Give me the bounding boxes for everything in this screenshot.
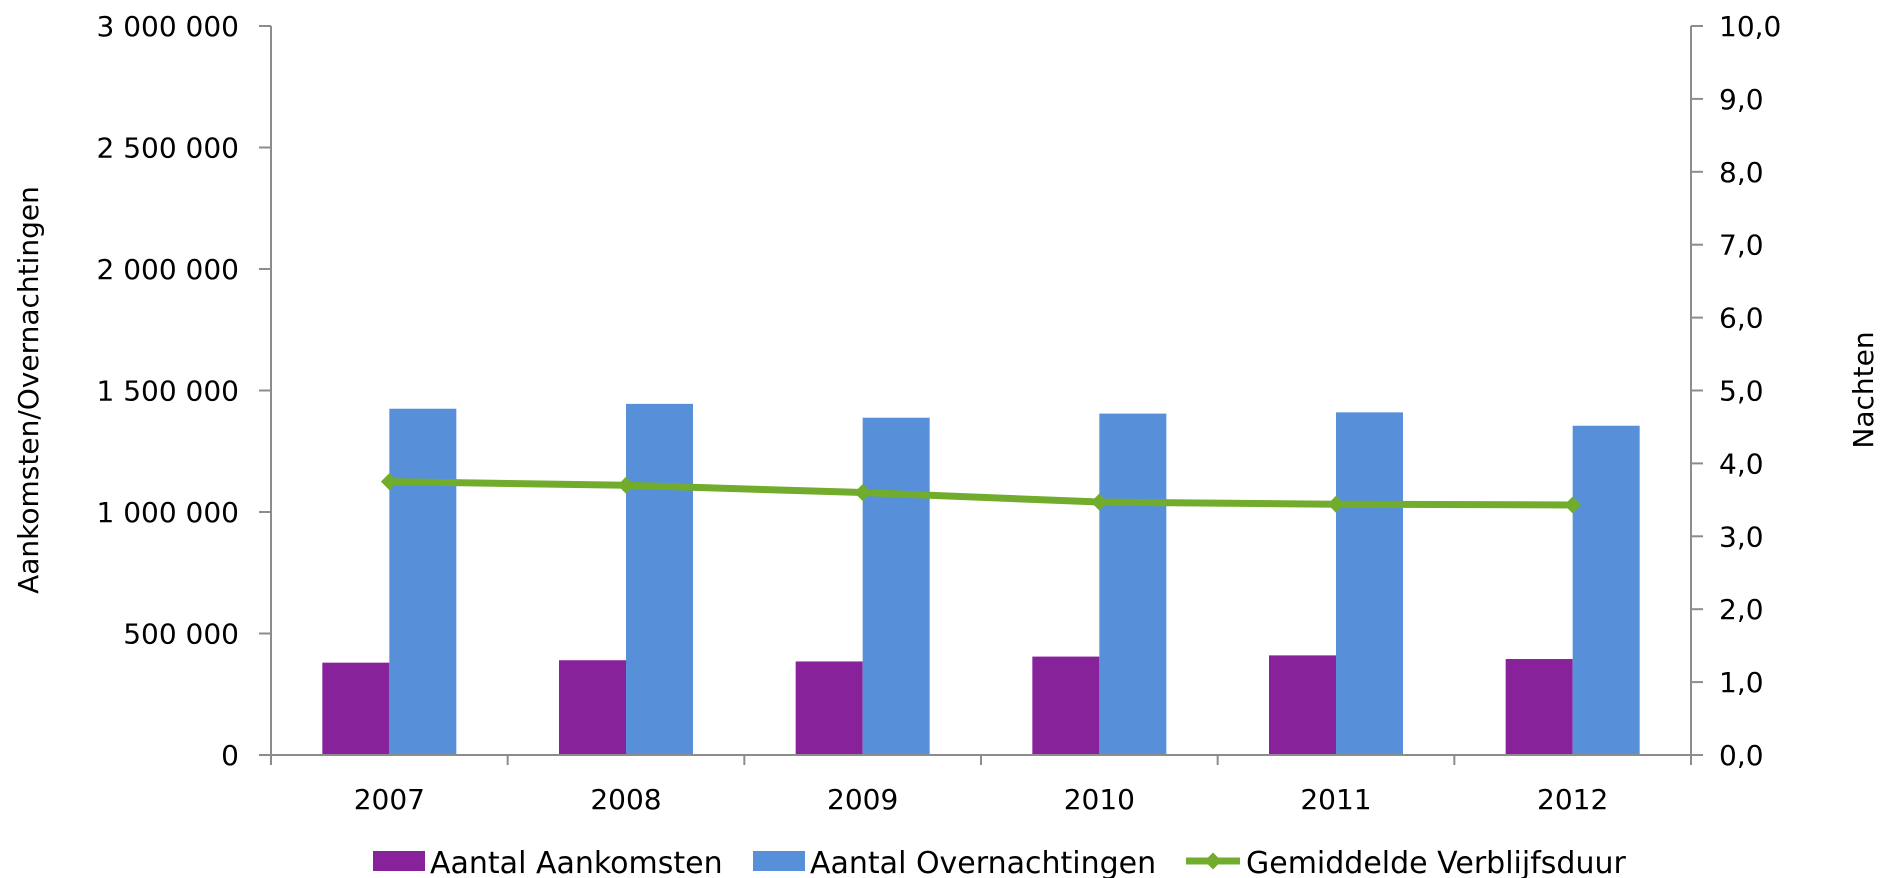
x-ticks-layer: 2007 2008 2009 2010 2011 2012 (270, 755, 1692, 816)
bar-aantal-aankomsten-2009 (795, 661, 863, 755)
legend-label-verblijfsduur: Gemiddelde Verblijfsduur (1246, 846, 1626, 878)
legend-swatch-aankomsten (373, 851, 425, 871)
right-tick-label: 10,0 (1719, 10, 1781, 43)
right-ticks-layer: 0,0 1,0 2,0 3,0 4,0 5,0 6,0 7,0 8,0 9,0 10,0 (1691, 10, 1781, 772)
bar-aantal-aankomsten-2007 (322, 662, 390, 755)
right-tick-label: 6,0 (1719, 302, 1764, 335)
x-tick-label-2007: 2007 (354, 783, 425, 816)
bars-layer (322, 403, 1640, 755)
left-tick-label: 2 000 000 (96, 253, 239, 286)
point-verblijfsduur-2008 (617, 476, 635, 494)
right-tick-label: 2,0 (1719, 593, 1764, 626)
axes-layer (270, 26, 1692, 756)
left-ticks-layer: 0 500 000 1 000 000 1 500 000 2 000 000 2 500… (96, 10, 271, 772)
x-tick-label-2008: 2008 (590, 783, 661, 816)
legend-marker-verblijfsduur (1204, 852, 1222, 870)
bar-aantal-overnachtingen-2011 (1336, 412, 1403, 755)
bar-aantal-overnachtingen-2009 (862, 417, 930, 755)
legend-label-aankomsten: Aantal Aankomsten (430, 846, 723, 878)
x-tick-label-2012: 2012 (1537, 783, 1608, 816)
right-tick-label: 9,0 (1719, 83, 1764, 116)
right-axis-title: Nachten (1847, 331, 1880, 448)
left-tick-label: 1 500 000 (96, 375, 239, 408)
legend-swatch-overnachtingen (753, 851, 805, 871)
bar-aantal-overnachtingen-2008 (626, 403, 693, 755)
bar-aantal-overnachtingen-2010 (1099, 413, 1167, 755)
right-tick-label: 5,0 (1719, 375, 1764, 408)
bar-aantal-aankomsten-2012 (1505, 659, 1573, 755)
point-verblijfsduur-2009 (854, 484, 872, 502)
left-tick-label: 500 000 (123, 618, 239, 651)
x-tick-label-2010: 2010 (1064, 783, 1135, 816)
left-axis-title: Aankomsten/Overnachtingen (12, 186, 45, 594)
bar-aantal-overnachtingen-2012 (1572, 425, 1640, 755)
x-tick-label-2009: 2009 (827, 783, 898, 816)
right-tick-label: 0,0 (1719, 739, 1764, 772)
left-tick-label: 0 (221, 739, 239, 772)
right-tick-label: 7,0 (1719, 229, 1764, 262)
bar-aantal-aankomsten-2010 (1032, 656, 1100, 755)
left-tick-label: 2 500 000 (96, 132, 239, 165)
right-tick-label: 4,0 (1719, 447, 1764, 480)
left-tick-label: 1 000 000 (96, 496, 239, 529)
x-tick-label-2011: 2011 (1300, 783, 1371, 816)
legend-label-overnachtingen: Aantal Overnachtingen (810, 846, 1156, 878)
right-tick-label: 1,0 (1719, 666, 1764, 699)
bar-aantal-aankomsten-2011 (1269, 655, 1336, 755)
right-tick-label: 8,0 (1719, 156, 1764, 189)
legend: Aantal Aankomsten Aantal Overnachtingen … (373, 846, 1626, 878)
bar-aantal-overnachtingen-2007 (389, 408, 457, 755)
bar-aantal-aankomsten-2008 (559, 660, 626, 755)
line-gemiddelde-verblijfsduur (389, 478, 1573, 509)
left-tick-label: 3 000 000 (96, 10, 239, 43)
right-tick-label: 3,0 (1719, 520, 1764, 553)
point-verblijfsduur-2007 (380, 473, 398, 491)
